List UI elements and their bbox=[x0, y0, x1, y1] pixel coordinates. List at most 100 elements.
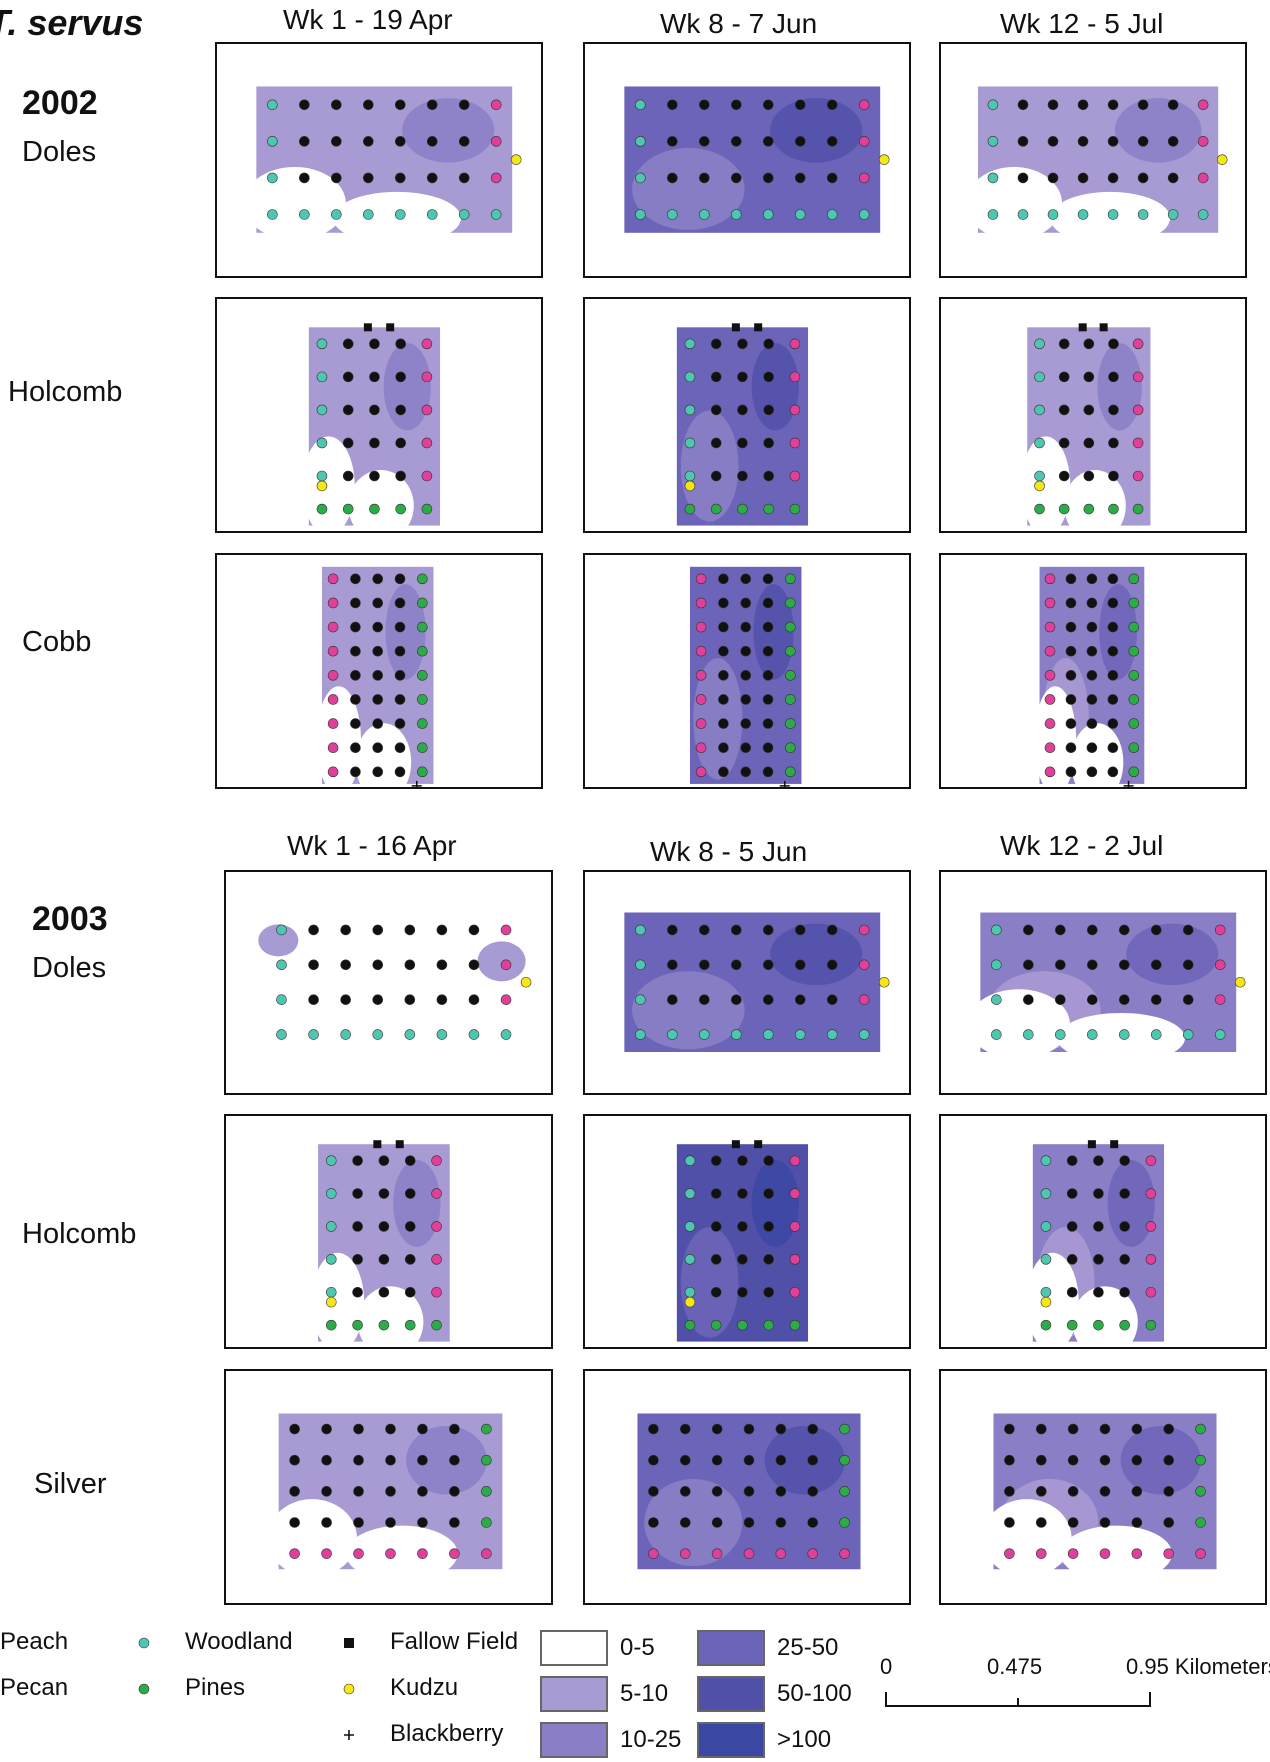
trap-dot bbox=[331, 209, 342, 220]
trap-dot bbox=[775, 1548, 787, 1559]
trap-dot bbox=[1145, 1155, 1157, 1166]
trap-dot bbox=[321, 1423, 332, 1435]
trap-dot bbox=[1128, 597, 1140, 609]
trap-dot bbox=[308, 959, 319, 971]
density-map bbox=[1034, 566, 1145, 787]
trap-dot bbox=[1066, 1155, 1078, 1166]
trap-dot bbox=[763, 404, 774, 416]
trap-dot bbox=[1055, 924, 1066, 936]
trap-dot bbox=[378, 1221, 390, 1232]
fallow-field-square bbox=[363, 323, 372, 332]
trap-dot bbox=[826, 209, 838, 220]
trap-dot bbox=[1132, 338, 1144, 350]
density-patch bbox=[644, 1478, 743, 1567]
trap-dot bbox=[1107, 694, 1119, 705]
trap-dot bbox=[1004, 1486, 1015, 1497]
trap-dot bbox=[395, 470, 406, 482]
density-patch-low bbox=[1034, 686, 1077, 787]
trap-dot bbox=[350, 766, 361, 778]
trap-dot bbox=[352, 1286, 363, 1298]
trap-dot bbox=[762, 1029, 774, 1040]
trap-dot bbox=[385, 1423, 396, 1435]
trap-dot bbox=[1004, 1454, 1015, 1466]
trap-dot bbox=[710, 503, 722, 515]
trap-dot bbox=[1107, 718, 1119, 729]
trap-dot bbox=[775, 1454, 787, 1466]
trap-dot bbox=[762, 994, 774, 1005]
trap-dot bbox=[289, 1548, 300, 1559]
trap-dot bbox=[1107, 645, 1119, 657]
trap-dot bbox=[1107, 621, 1119, 633]
range-swatch bbox=[540, 1722, 608, 1758]
kudzu-dot bbox=[1216, 154, 1228, 165]
density-map bbox=[267, 1413, 503, 1582]
trap-dot bbox=[362, 136, 374, 147]
kudzu-dot bbox=[1234, 976, 1246, 988]
trap-dot bbox=[1128, 766, 1140, 778]
trap-dot bbox=[807, 1423, 819, 1435]
density-map bbox=[676, 323, 809, 526]
trap-dot bbox=[468, 924, 480, 936]
trap-dot bbox=[325, 1286, 337, 1298]
trap-dot bbox=[481, 1454, 492, 1466]
trap-dot bbox=[695, 573, 707, 585]
trap-dot bbox=[394, 694, 406, 705]
trap-dot bbox=[404, 1029, 416, 1040]
woodland-dot-icon bbox=[138, 1637, 150, 1649]
trap-dot bbox=[718, 718, 729, 729]
trap-dot bbox=[308, 924, 319, 936]
kudzu-dot bbox=[510, 154, 522, 165]
trap-dot bbox=[710, 404, 722, 416]
map-panel-2002-doles-wk2 bbox=[583, 42, 911, 278]
density-map bbox=[689, 566, 802, 787]
trap-dot bbox=[458, 136, 470, 147]
trap-dot bbox=[385, 1517, 396, 1528]
trap-dot bbox=[1195, 1423, 1206, 1435]
trap-dot bbox=[762, 959, 774, 971]
density-patch bbox=[1126, 923, 1219, 986]
trap-dot bbox=[763, 470, 774, 482]
trap-dot bbox=[839, 1517, 850, 1528]
trap-dot bbox=[1131, 1486, 1143, 1497]
trap-dot bbox=[1083, 437, 1095, 449]
trap-dot bbox=[1195, 1517, 1206, 1528]
trap-dot bbox=[1035, 1548, 1047, 1559]
trap-dot bbox=[1150, 1029, 1162, 1040]
trap-dot bbox=[740, 670, 752, 681]
density-patch-low bbox=[357, 1286, 424, 1347]
trap-dot bbox=[635, 959, 646, 971]
blackberry-plus bbox=[779, 780, 790, 787]
density-patch bbox=[1097, 343, 1142, 431]
trap-dot bbox=[299, 99, 310, 111]
trap-dot bbox=[378, 1319, 390, 1331]
trap-dot bbox=[858, 99, 870, 111]
trap-dot bbox=[1004, 1548, 1015, 1559]
trap-dot bbox=[763, 1221, 774, 1232]
legend-label: Peach bbox=[0, 1628, 69, 1655]
trap-dot bbox=[1195, 1486, 1206, 1497]
trap-dot bbox=[426, 99, 438, 111]
trap-dot bbox=[490, 99, 502, 111]
pines-dot-icon bbox=[138, 1683, 150, 1695]
trap-dot bbox=[394, 621, 406, 633]
density-map bbox=[982, 1413, 1217, 1582]
range-label: 25-50 bbox=[777, 1634, 839, 1661]
density-map bbox=[1021, 323, 1151, 531]
trap-dot bbox=[711, 1454, 723, 1466]
trap-dot bbox=[404, 1319, 416, 1331]
fallow-field-square bbox=[1078, 323, 1087, 332]
trap-dot bbox=[839, 1548, 850, 1559]
trap-dot bbox=[327, 766, 339, 778]
square-icon bbox=[344, 1638, 354, 1648]
trap-dot bbox=[1118, 1029, 1130, 1040]
trap-dot bbox=[481, 1517, 492, 1528]
week-label-2002-2: Wk 8 - 7 Jun bbox=[660, 8, 818, 39]
trap-dot bbox=[762, 742, 774, 754]
trap-dot bbox=[1034, 437, 1045, 449]
fallow-field-square bbox=[1087, 1140, 1096, 1149]
trap-dot bbox=[1137, 99, 1149, 111]
trap-dot bbox=[372, 573, 384, 585]
trap-dot bbox=[718, 645, 729, 657]
trap-dot bbox=[421, 371, 433, 383]
kudzu-dot bbox=[684, 1296, 696, 1308]
